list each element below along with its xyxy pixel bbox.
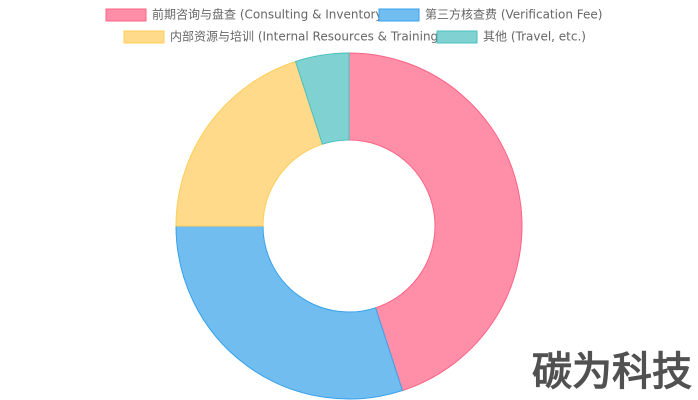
legend-swatch (436, 30, 478, 44)
legend-swatch (123, 30, 165, 44)
legend-label: 前期咨询与盘查 (Consulting & Inventory) (152, 7, 387, 22)
watermark: 碳为科技 (532, 349, 692, 395)
slice (175, 225, 404, 400)
slice (294, 52, 350, 145)
legend-swatch (378, 8, 420, 22)
legend-swatch (105, 8, 147, 22)
legend-label: 内部资源与培训 (Internal Resources & Training) (170, 29, 443, 44)
slice (348, 52, 523, 392)
legend-label: 第三方核查费 (Verification Fee) (425, 7, 602, 22)
slice (175, 60, 324, 227)
legend-label: 其他 (Travel, etc.) (483, 30, 586, 44)
